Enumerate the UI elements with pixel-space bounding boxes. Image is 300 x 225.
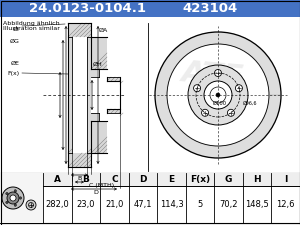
Bar: [43, 173, 300, 186]
Circle shape: [204, 81, 232, 109]
Circle shape: [6, 201, 8, 204]
Text: 5: 5: [197, 200, 203, 209]
Text: H: H: [254, 175, 261, 184]
Text: D: D: [94, 190, 98, 195]
Text: ØI: ØI: [13, 27, 20, 32]
Bar: [68, 23, 91, 37]
Text: E: E: [168, 175, 175, 184]
Bar: [107, 77, 120, 81]
Bar: [91, 121, 107, 153]
Bar: [91, 113, 98, 121]
Text: ØH: ØH: [93, 62, 103, 67]
Text: I: I: [284, 175, 287, 184]
Text: Ø96,6: Ø96,6: [243, 101, 257, 106]
Text: F(x): F(x): [190, 175, 210, 184]
Text: 12,6: 12,6: [277, 200, 295, 209]
Text: Ø100: Ø100: [213, 101, 227, 106]
Text: 70,2: 70,2: [219, 200, 238, 209]
Circle shape: [188, 65, 248, 125]
Circle shape: [14, 204, 16, 206]
Text: G: G: [225, 175, 232, 184]
Circle shape: [202, 109, 208, 116]
Text: 24.0123-0104.1: 24.0123-0104.1: [29, 2, 146, 15]
Bar: [87, 37, 91, 153]
Text: F(x): F(x): [8, 70, 20, 76]
Bar: [0, 0, 300, 17]
Text: ØE: ØE: [11, 61, 20, 66]
Text: ATE: ATE: [181, 58, 245, 92]
Text: B: B: [82, 175, 89, 184]
Text: C: C: [111, 175, 118, 184]
Text: 47,1: 47,1: [134, 200, 152, 209]
Text: 282,0: 282,0: [45, 200, 69, 209]
Circle shape: [236, 85, 242, 92]
Circle shape: [216, 93, 220, 97]
Text: 423104: 423104: [182, 2, 238, 15]
Bar: [68, 37, 72, 153]
Circle shape: [26, 200, 36, 210]
Bar: [0, 173, 43, 223]
Circle shape: [7, 192, 19, 204]
Circle shape: [14, 190, 16, 192]
Circle shape: [194, 85, 201, 92]
Circle shape: [6, 192, 8, 195]
Text: A: A: [54, 175, 61, 184]
Circle shape: [19, 197, 22, 199]
Text: ØA: ØA: [99, 28, 108, 33]
Bar: [91, 69, 98, 77]
Bar: [107, 109, 120, 113]
Text: ØG: ØG: [10, 39, 20, 44]
Text: 21,0: 21,0: [105, 200, 124, 209]
Bar: [91, 37, 107, 69]
Circle shape: [227, 109, 234, 116]
Text: D: D: [139, 175, 147, 184]
Circle shape: [10, 195, 16, 201]
Bar: [68, 153, 91, 167]
Circle shape: [2, 187, 24, 209]
Text: 148,5: 148,5: [245, 200, 269, 209]
Text: 114,3: 114,3: [160, 200, 183, 209]
Polygon shape: [155, 32, 281, 158]
Text: Illustration similar: Illustration similar: [3, 26, 60, 31]
Text: 23,0: 23,0: [76, 200, 95, 209]
Text: Abbildung ähnlich: Abbildung ähnlich: [3, 21, 60, 26]
Bar: [0, 173, 300, 223]
Text: C (MTH): C (MTH): [89, 183, 114, 188]
Text: B: B: [77, 176, 82, 181]
Circle shape: [214, 70, 221, 77]
